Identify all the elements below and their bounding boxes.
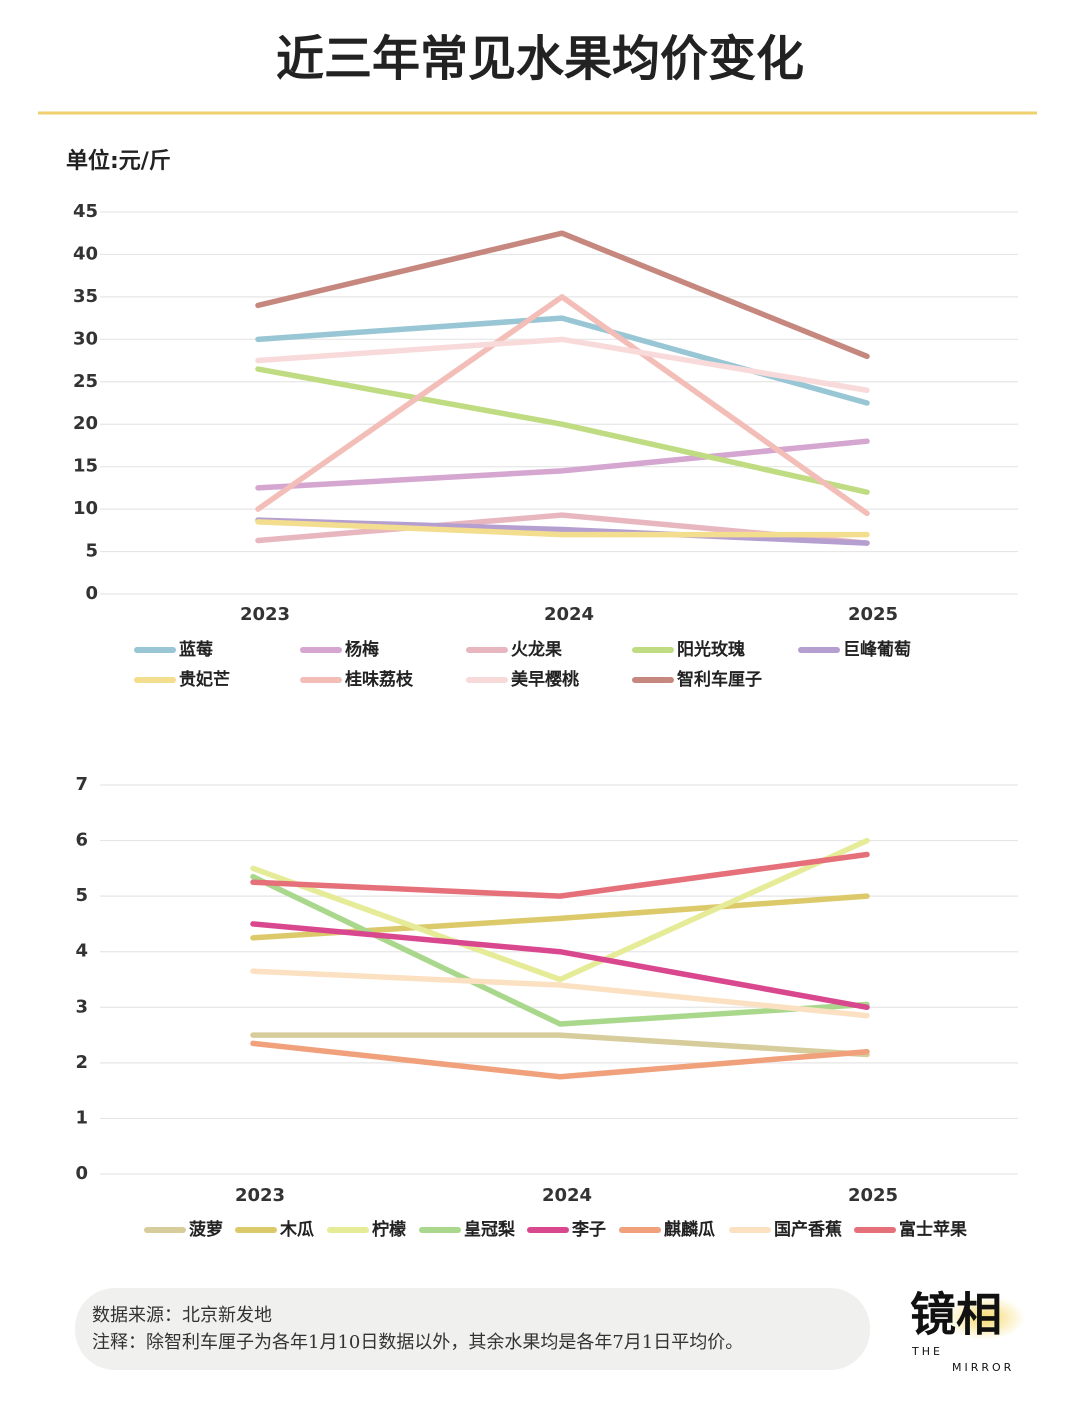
y-tick-label: 20: [73, 413, 98, 434]
legend-label: 柠檬: [372, 1219, 406, 1240]
x-tick-label: 2024: [542, 1185, 592, 1206]
y-tick-label: 2: [75, 1052, 88, 1073]
logo-the: THE: [911, 1345, 943, 1358]
series-line: [255, 336, 870, 394]
legend-label: 桂味荔枝: [344, 669, 414, 690]
legend-label: 巨峰葡萄: [843, 639, 911, 660]
x-tick-label: 2023: [240, 604, 290, 625]
y-tick-label: 45: [73, 201, 98, 222]
series-line: [255, 315, 870, 406]
y-tick-label: 4: [75, 941, 88, 962]
y-tick-label: 3: [75, 996, 88, 1017]
y-tick-label: 5: [85, 541, 98, 562]
legend-label: 富士苹果: [899, 1219, 967, 1240]
y-tick-label: 30: [73, 328, 98, 349]
y-tick-label: 7: [75, 774, 88, 795]
footer-source: 数据来源：北京新发地: [92, 1305, 272, 1326]
x-tick-label: 2025: [848, 604, 898, 625]
y-tick-label: 40: [73, 243, 98, 264]
y-tick-label: 5: [75, 885, 88, 906]
legend-label: 李子: [572, 1219, 606, 1240]
logo-glow: [945, 1296, 1025, 1340]
series-line: [255, 366, 870, 495]
legend-label: 国产香蕉: [774, 1219, 842, 1240]
x-tick-label: 2023: [235, 1185, 285, 1206]
y-tick-label: 35: [73, 286, 98, 307]
series-line: [250, 837, 870, 983]
y-tick-label: 0: [85, 583, 98, 604]
y-tick-label: 15: [73, 456, 98, 477]
legend-label: 杨梅: [345, 639, 379, 660]
unit-label: 单位:元/斤: [66, 148, 171, 174]
x-tick-label: 2024: [544, 604, 594, 625]
footer-box: [75, 1288, 870, 1370]
y-tick-label: 6: [75, 830, 88, 851]
series-line: [255, 230, 870, 360]
legend-label: 麒麟瓜: [664, 1219, 715, 1240]
series-line: [255, 519, 870, 538]
series-line: [250, 851, 870, 899]
legend-label: 木瓜: [279, 1219, 314, 1240]
y-tick-label: 1: [75, 1107, 88, 1128]
series-line: [250, 921, 870, 1011]
legend-label: 皇冠梨: [464, 1219, 516, 1240]
legend-label: 阳光玫瑰: [677, 639, 745, 660]
legend-label: 美早樱桃: [511, 669, 579, 690]
logo-name: 镜相: [910, 1288, 1002, 1342]
y-tick-label: 25: [73, 371, 98, 392]
legend-label: 贵妃芒: [179, 669, 230, 690]
legend-label: 火龙果: [511, 639, 562, 660]
logo-mirror: MIRROR: [952, 1361, 1014, 1374]
x-tick-label: 2025: [848, 1185, 898, 1206]
page-title: 近三年常见水果均价变化: [276, 31, 804, 87]
series-line: [250, 873, 870, 1027]
legend-label: 蓝莓: [179, 640, 213, 660]
series-line: [250, 968, 870, 1019]
y-tick-label: 10: [73, 498, 98, 519]
series-line: [250, 1032, 870, 1058]
series-line: [255, 294, 870, 517]
series-line: [255, 517, 870, 546]
y-tick-label: 0: [75, 1163, 88, 1184]
legend-label: 智利车厘子: [677, 669, 762, 690]
series-line: [255, 438, 870, 491]
series-line: [250, 1040, 870, 1080]
legend-label: 菠萝: [189, 1219, 223, 1240]
footer-note: 注释：除智利车厘子为各年1月10日数据以外，其余水果均是各年7月1日平均价。: [92, 1332, 743, 1353]
